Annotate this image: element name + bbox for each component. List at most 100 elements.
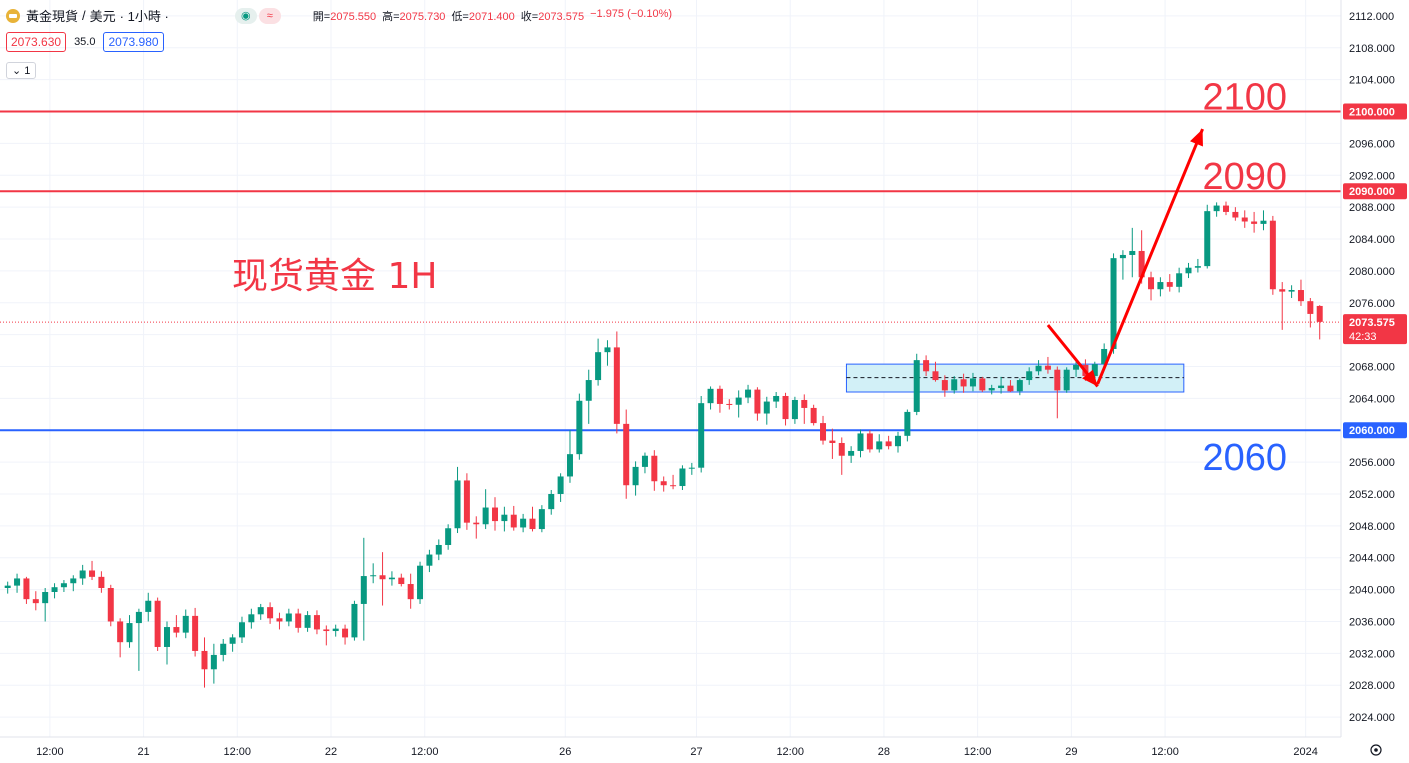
price-tick-label: 2044.000 — [1349, 553, 1395, 565]
candles — [4, 201, 1323, 688]
candle-up — [1288, 290, 1295, 292]
candle-down — [866, 433, 873, 450]
candle-up — [894, 435, 901, 447]
candle-up — [763, 401, 770, 414]
candle-up — [745, 389, 752, 398]
candle-down — [623, 423, 630, 486]
time-axis: 12:00 21 12:00 22 12:00 26 27 12:00 28 12:00 29 12:… — [0, 736, 1382, 758]
candle-up — [426, 554, 433, 566]
time-tick-label: 21 — [137, 746, 149, 758]
candle-down — [960, 379, 967, 387]
level-price-tag — [1343, 422, 1407, 439]
candle-up — [501, 514, 508, 522]
candle-down — [1269, 220, 1276, 290]
candle-up — [135, 611, 142, 624]
last-price-tag — [1343, 314, 1407, 345]
candle-down — [1007, 385, 1014, 392]
candle-down — [463, 480, 470, 523]
candle-up — [576, 400, 583, 455]
candle-down — [754, 389, 761, 414]
candle-down — [670, 485, 677, 487]
candle-up — [304, 615, 311, 628]
candle-up — [998, 385, 1005, 389]
price-tick-label: 2040.000 — [1349, 585, 1395, 597]
symbol-currency: 美元 — [89, 9, 116, 24]
candle-down — [98, 576, 105, 589]
candle-up — [1129, 250, 1136, 255]
candle-up — [70, 578, 77, 584]
candle-down — [941, 380, 948, 391]
projection-arrows — [1046, 128, 1204, 388]
price-tick-label: 2032.000 — [1349, 648, 1395, 660]
candle-down — [23, 578, 30, 600]
candle-up — [238, 622, 245, 638]
candle-down — [192, 615, 199, 651]
level-label-2090: 2090 — [1202, 156, 1287, 198]
candle-up — [1213, 205, 1220, 212]
candle-up — [1185, 267, 1192, 274]
candle-down — [932, 371, 939, 381]
candle-down — [1232, 211, 1239, 218]
candle-down — [117, 621, 124, 643]
price-axis-bg — [1341, 0, 1409, 763]
time-tick-label: 12:00 — [411, 746, 439, 758]
last-price-tag-label: 2073.575 — [1349, 317, 1395, 329]
candle-up — [988, 388, 995, 391]
ask-price-button[interactable]: 2073.980 — [103, 32, 164, 52]
indicator-toggles: ◉ ≈ — [234, 7, 281, 24]
candle-up — [707, 388, 714, 404]
price-axis: 2112.000 2108.000 2104.000 2100.000 2096.000… — [1340, 0, 1409, 763]
price-tick-label: 2048.000 — [1349, 521, 1395, 533]
time-tick-label: 2024 — [1293, 746, 1317, 758]
candle-down — [1297, 290, 1304, 302]
candle-up — [388, 577, 395, 580]
candle-up — [1026, 371, 1033, 381]
candle-up — [632, 466, 639, 486]
price-tick-label: 2052.000 — [1349, 489, 1395, 501]
price-tick-label: 2024.000 — [1349, 712, 1395, 724]
candle-up — [1110, 258, 1117, 349]
candle-up — [126, 623, 133, 643]
visibility-toggle-icon[interactable]: ◉ — [234, 7, 257, 24]
candle-up — [688, 467, 695, 469]
candle-down — [923, 360, 930, 372]
candle-up — [1204, 211, 1211, 267]
candle-up — [1016, 380, 1023, 392]
bid-price-button[interactable]: 2073.630 — [6, 32, 67, 52]
candle-down — [838, 442, 845, 456]
candle-up — [285, 613, 292, 622]
candle-up — [520, 518, 527, 528]
candle-up — [679, 468, 686, 487]
candle-up — [969, 378, 976, 387]
gold-coin-icon — [6, 8, 20, 23]
candle-down — [726, 403, 733, 405]
compare-toggle-icon[interactable]: ≈ — [258, 7, 281, 24]
symbol-timeframe[interactable]: · 1小時 · — [119, 9, 169, 24]
symbol-separator: / — [82, 8, 86, 23]
candle-down — [492, 507, 499, 522]
symbol-name[interactable]: 黃金現貨 — [26, 9, 79, 24]
candle-up — [417, 565, 424, 600]
price-tick-label: 2096.000 — [1349, 138, 1395, 150]
indicators-collapse-button[interactable]: ⌄ 1 — [6, 62, 37, 79]
candle-up — [904, 411, 911, 436]
horizontal-lines — [0, 110, 1341, 432]
candle-down — [473, 522, 480, 525]
candle-down — [173, 627, 180, 633]
candle-up — [182, 615, 189, 633]
candle-down — [716, 388, 723, 404]
price-tick-label: 2088.000 — [1349, 202, 1395, 214]
price-tick-label: 2092.000 — [1349, 170, 1395, 182]
price-tick-label: 2064.000 — [1349, 393, 1395, 405]
close-label: 收= — [520, 10, 539, 23]
candle-up — [548, 493, 555, 510]
high-label: 高= — [382, 10, 400, 23]
time-tick-label: 28 — [878, 746, 890, 758]
candle-down — [1222, 205, 1229, 212]
candle-up — [351, 603, 358, 638]
bar-countdown: 42:33 — [1349, 331, 1377, 343]
candle-down — [510, 514, 517, 528]
candle-down — [820, 423, 827, 441]
time-tick-label: 27 — [690, 746, 702, 758]
